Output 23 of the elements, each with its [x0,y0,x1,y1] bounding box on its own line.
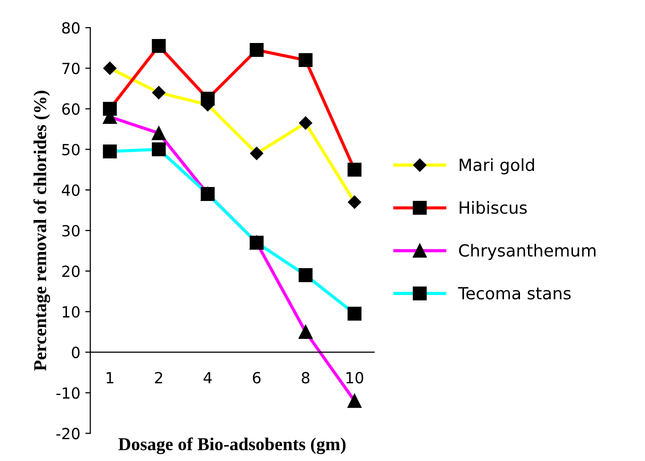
y-tick-label: -20 [56,428,80,440]
y-axis-title: Percentage removal of chlorides (%) [33,90,50,371]
y-tick-label: 30 [62,224,80,237]
y-tick-label: 10 [62,306,80,318]
x-axis-title: Dosage of Bio-adsobents (gm) [118,437,346,454]
x-tick-label: 6 [252,372,261,384]
x-tick-label: 8 [302,372,310,384]
y-tick-label: 50 [62,144,80,156]
y-tick-label: 40 [62,184,80,196]
y-tick-label: 20 [62,266,80,278]
legend-label: Mari gold [460,158,534,174]
x-tick-label: 1 [106,372,114,384]
y-tick-label: 60 [62,103,80,115]
x-tick-label: 4 [204,372,212,384]
legend-label: Tecoma stans [458,287,571,300]
legend-label: Chrysanthemum [459,244,596,260]
x-tick-label: 10 [346,372,364,384]
y-tick-label: 80 [62,22,80,34]
x-tick-label: 2 [155,372,162,384]
legend-label: Hibiscus [460,201,527,214]
y-tick-label: -10 [56,387,80,399]
y-tick-label: 0 [72,346,80,358]
y-tick-label: 70 [62,62,80,74]
